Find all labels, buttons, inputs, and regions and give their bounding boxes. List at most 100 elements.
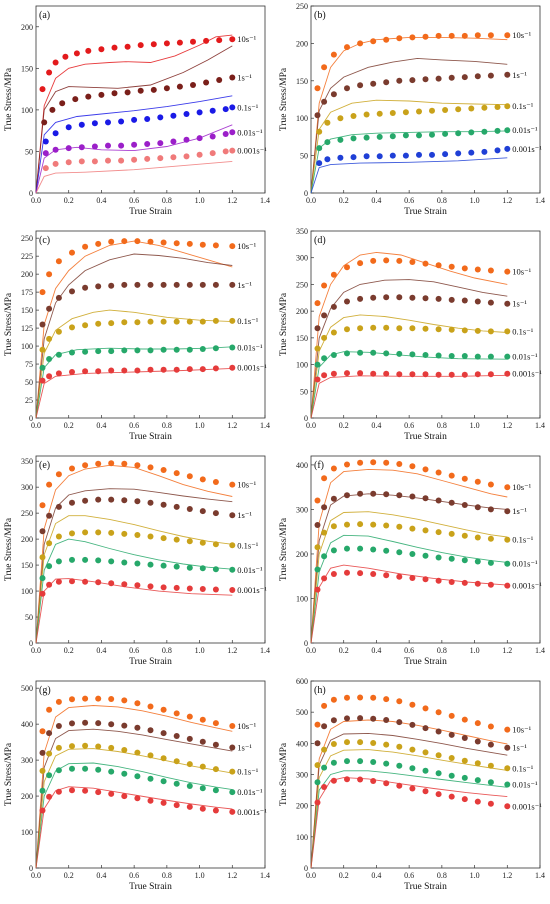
data-point [504, 328, 511, 335]
data-point [183, 153, 190, 160]
data-point [82, 695, 89, 702]
data-point [46, 540, 53, 547]
data-point [98, 91, 105, 98]
data-point [494, 104, 501, 110]
y-axis-label: True Stress/MPa [279, 292, 289, 356]
data-point [409, 746, 416, 753]
data-point [383, 79, 390, 86]
series-line [35, 367, 233, 419]
data-point [160, 366, 167, 373]
data-point [69, 249, 75, 256]
data-point [487, 371, 494, 378]
x-tick-label: 1.2 [227, 871, 237, 880]
data-point [42, 150, 49, 157]
data-point [461, 74, 468, 81]
x-tick-label: 0.8 [437, 646, 447, 655]
x-tick-label: 1.0 [470, 196, 480, 205]
data-point [376, 153, 383, 160]
data-point [321, 746, 328, 753]
y-tick-label: 250 [21, 234, 33, 243]
data-point [396, 492, 403, 499]
data-point [461, 265, 468, 272]
data-point [203, 37, 210, 44]
data-point [357, 295, 364, 302]
data-point [344, 758, 350, 765]
data-point [118, 142, 125, 149]
data-point [487, 779, 494, 786]
data-point [160, 778, 167, 785]
data-point [321, 723, 328, 730]
data-point [46, 335, 53, 342]
data-point [383, 741, 390, 748]
data-point [163, 40, 170, 47]
data-point [52, 59, 59, 66]
data-point [186, 538, 193, 545]
panel-label: (d) [314, 235, 326, 246]
data-point [422, 295, 429, 302]
data-point [229, 744, 236, 751]
data-point [173, 733, 180, 739]
y-axis-label: True Stress/MPa [4, 67, 14, 131]
data-point [229, 566, 236, 573]
data-point [196, 109, 203, 116]
y-tick-label: 300 [296, 505, 308, 514]
data-point [363, 111, 370, 118]
x-tick-label: 0.6 [129, 421, 139, 430]
data-point [134, 367, 141, 374]
data-point [199, 738, 206, 745]
data-point [199, 318, 206, 325]
data-point [389, 152, 396, 159]
data-point [474, 504, 481, 511]
data-point [468, 129, 475, 136]
data-point [160, 501, 167, 508]
plot-frame [310, 5, 541, 194]
data-point [468, 105, 475, 112]
data-point [314, 361, 321, 368]
series-label: 0.1s⁻¹ [237, 316, 258, 326]
data-point [147, 583, 154, 590]
data-point [330, 547, 337, 554]
x-tick-label: 0.0 [31, 646, 41, 655]
data-point [199, 716, 206, 723]
data-point [435, 770, 442, 777]
data-point [55, 294, 62, 301]
data-point [82, 578, 89, 585]
data-point [212, 281, 219, 288]
panel-label: (b) [314, 10, 326, 21]
data-point [144, 155, 151, 162]
data-point [222, 148, 229, 155]
data-point [95, 743, 102, 750]
x-axis-label: True Strain [129, 432, 172, 442]
data-point [409, 325, 416, 332]
data-point [108, 282, 115, 289]
data-point [160, 584, 167, 591]
data-point [330, 523, 337, 530]
data-point [314, 762, 321, 769]
y-tick-label: 200 [21, 535, 33, 544]
data-point [212, 741, 219, 748]
data-point [173, 281, 180, 288]
data-point [357, 570, 364, 577]
x-tick-label: 1.2 [227, 646, 237, 655]
data-point [383, 522, 390, 529]
data-point [183, 111, 190, 117]
data-point [186, 713, 193, 720]
data-point [344, 739, 350, 746]
data-point [49, 106, 56, 113]
data-point [321, 702, 328, 709]
y-axis-label: True Stress/MPa [4, 742, 14, 806]
y-tick-label: 225 [21, 252, 33, 261]
data-point [435, 529, 442, 536]
data-point [160, 799, 167, 806]
data-point [82, 556, 89, 563]
data-point [229, 243, 236, 250]
y-tick-label: 0 [29, 864, 33, 873]
y-tick-label: 250 [21, 509, 33, 518]
series-label: 0.1s⁻¹ [237, 102, 258, 112]
data-point [186, 281, 193, 288]
data-point [344, 326, 350, 333]
data-point [442, 130, 449, 137]
y-tick-label: 350 [21, 457, 33, 466]
data-point [147, 797, 154, 804]
